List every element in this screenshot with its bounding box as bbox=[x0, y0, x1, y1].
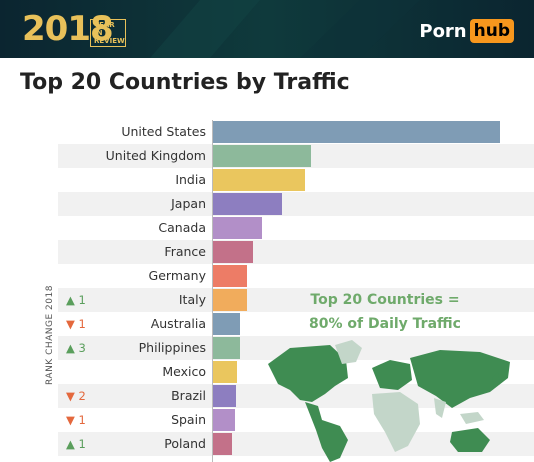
country-label: France bbox=[164, 244, 206, 259]
country-label: India bbox=[175, 172, 206, 187]
country-label: Brazil bbox=[171, 388, 206, 403]
country-label: Japan bbox=[171, 196, 206, 211]
bar bbox=[213, 313, 240, 335]
row-stripe bbox=[58, 192, 534, 216]
bar bbox=[213, 409, 235, 431]
bar bbox=[213, 385, 236, 407]
header-banner: 2018 YEAR IN REVIEW Porn hub bbox=[0, 0, 534, 58]
rank-change-label: ▲ 1 bbox=[66, 437, 86, 451]
year-label: 2018 bbox=[22, 9, 114, 49]
callout-line-2: 80% of Daily Traffic bbox=[309, 316, 461, 332]
traffic-callout: Top 20 Countries = 80% of Daily Traffic bbox=[300, 288, 470, 336]
country-label: Poland bbox=[164, 436, 206, 451]
country-label: Mexico bbox=[162, 364, 206, 379]
bar bbox=[213, 169, 305, 191]
bar bbox=[213, 121, 500, 143]
brand-hub-text: hub bbox=[469, 19, 514, 43]
country-label: Germany bbox=[148, 268, 206, 283]
bar bbox=[213, 193, 282, 215]
year-in-review-label: YEAR IN REVIEW bbox=[90, 19, 126, 47]
brand-logo: Porn hub bbox=[419, 18, 514, 44]
bar bbox=[213, 241, 253, 263]
chart-baseline bbox=[212, 120, 213, 462]
country-label: Australia bbox=[150, 316, 206, 331]
rank-change-label: ▼ 1 bbox=[66, 317, 86, 331]
country-label: Philippines bbox=[138, 340, 206, 355]
header-background bbox=[0, 0, 534, 58]
rank-change-label: ▼ 2 bbox=[66, 389, 86, 403]
country-label: United Kingdom bbox=[105, 148, 206, 163]
rank-change-label: ▼ 1 bbox=[66, 413, 86, 427]
brand-porn-text: Porn bbox=[419, 20, 467, 42]
bar bbox=[213, 433, 232, 455]
bar bbox=[213, 289, 247, 311]
rank-change-label: ▲ 3 bbox=[66, 341, 86, 355]
page-title: Top 20 Countries by Traffic bbox=[20, 70, 350, 95]
rank-change-label: ▲ 1 bbox=[66, 293, 86, 307]
country-label: Canada bbox=[158, 220, 206, 235]
bar bbox=[213, 145, 311, 167]
row-stripe bbox=[58, 288, 534, 312]
bar bbox=[213, 265, 247, 287]
callout-line-1: Top 20 Countries = bbox=[310, 292, 460, 308]
bar bbox=[213, 361, 237, 383]
country-label: United States bbox=[121, 124, 206, 139]
row-stripe bbox=[58, 240, 534, 264]
bar bbox=[213, 217, 262, 239]
country-label: Spain bbox=[171, 412, 206, 427]
bar bbox=[213, 337, 240, 359]
country-label: Italy bbox=[178, 292, 206, 307]
